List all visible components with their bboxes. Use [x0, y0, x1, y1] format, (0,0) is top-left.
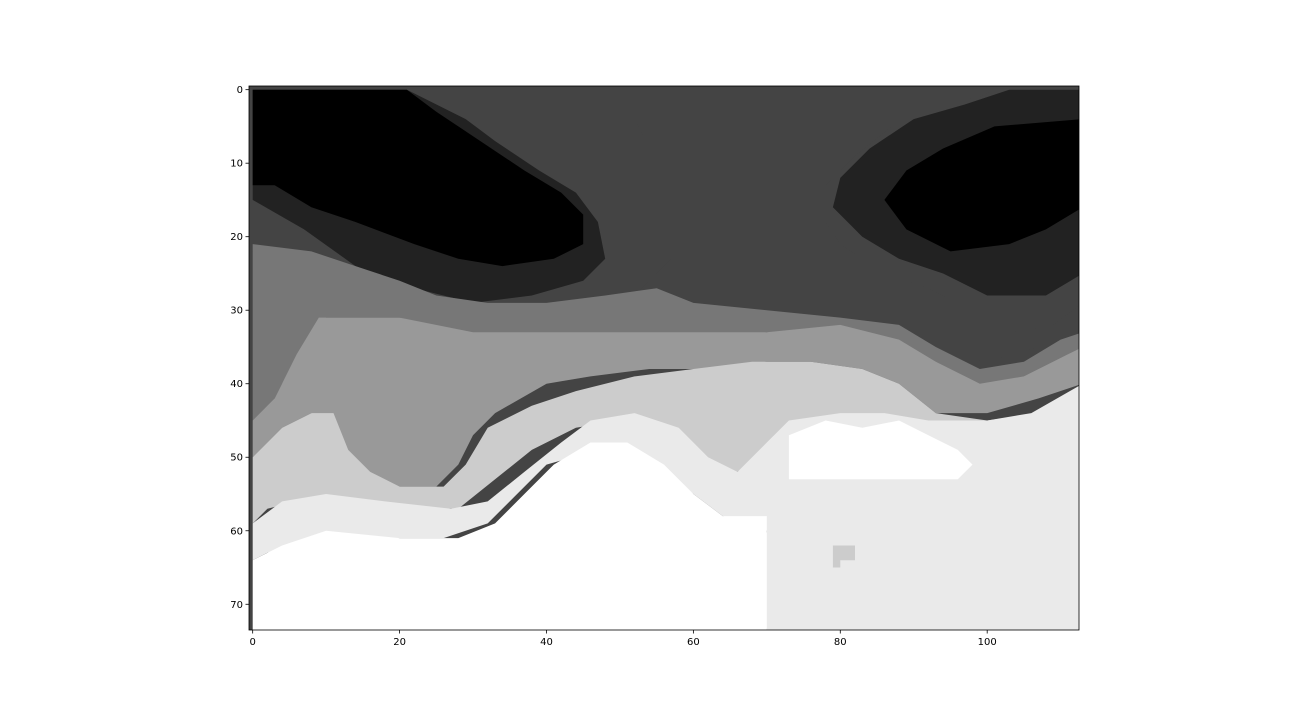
heatmap-region-6: [252, 317, 1079, 487]
heatmap-region-4: [884, 119, 1079, 252]
heatmap-region-11: [832, 545, 855, 568]
y-tick-label: 30: [230, 306, 243, 317]
x-tick-label: 0: [249, 637, 255, 648]
y-tick-label: 40: [230, 379, 243, 390]
heatmap-region-1: [252, 89, 584, 267]
y-tick-label: 20: [230, 232, 243, 243]
x-tick-label: 80: [834, 637, 847, 648]
x-tick-label: 40: [540, 637, 553, 648]
heatmap-image: [249, 86, 1079, 630]
y-tick-label: 0: [237, 85, 243, 96]
heatmap-region-10: [788, 420, 973, 480]
y-axis: 0 10 20 30 40 50 60 70: [230, 85, 249, 611]
heatmap-region-9: [252, 442, 767, 630]
x-tick-label: 100: [978, 637, 997, 648]
x-tick-label: 60: [687, 637, 700, 648]
plot-frame: [248, 85, 1080, 631]
y-tick-label: 70: [230, 600, 243, 611]
y-tick-label: 60: [230, 526, 243, 537]
x-tick-label: 20: [393, 637, 406, 648]
y-tick-label: 50: [230, 453, 243, 464]
x-axis: 0 20 40 60 80 100: [249, 630, 997, 648]
heatmap-region-2: [619, 89, 1079, 362]
y-tick-label: 10: [230, 159, 243, 170]
